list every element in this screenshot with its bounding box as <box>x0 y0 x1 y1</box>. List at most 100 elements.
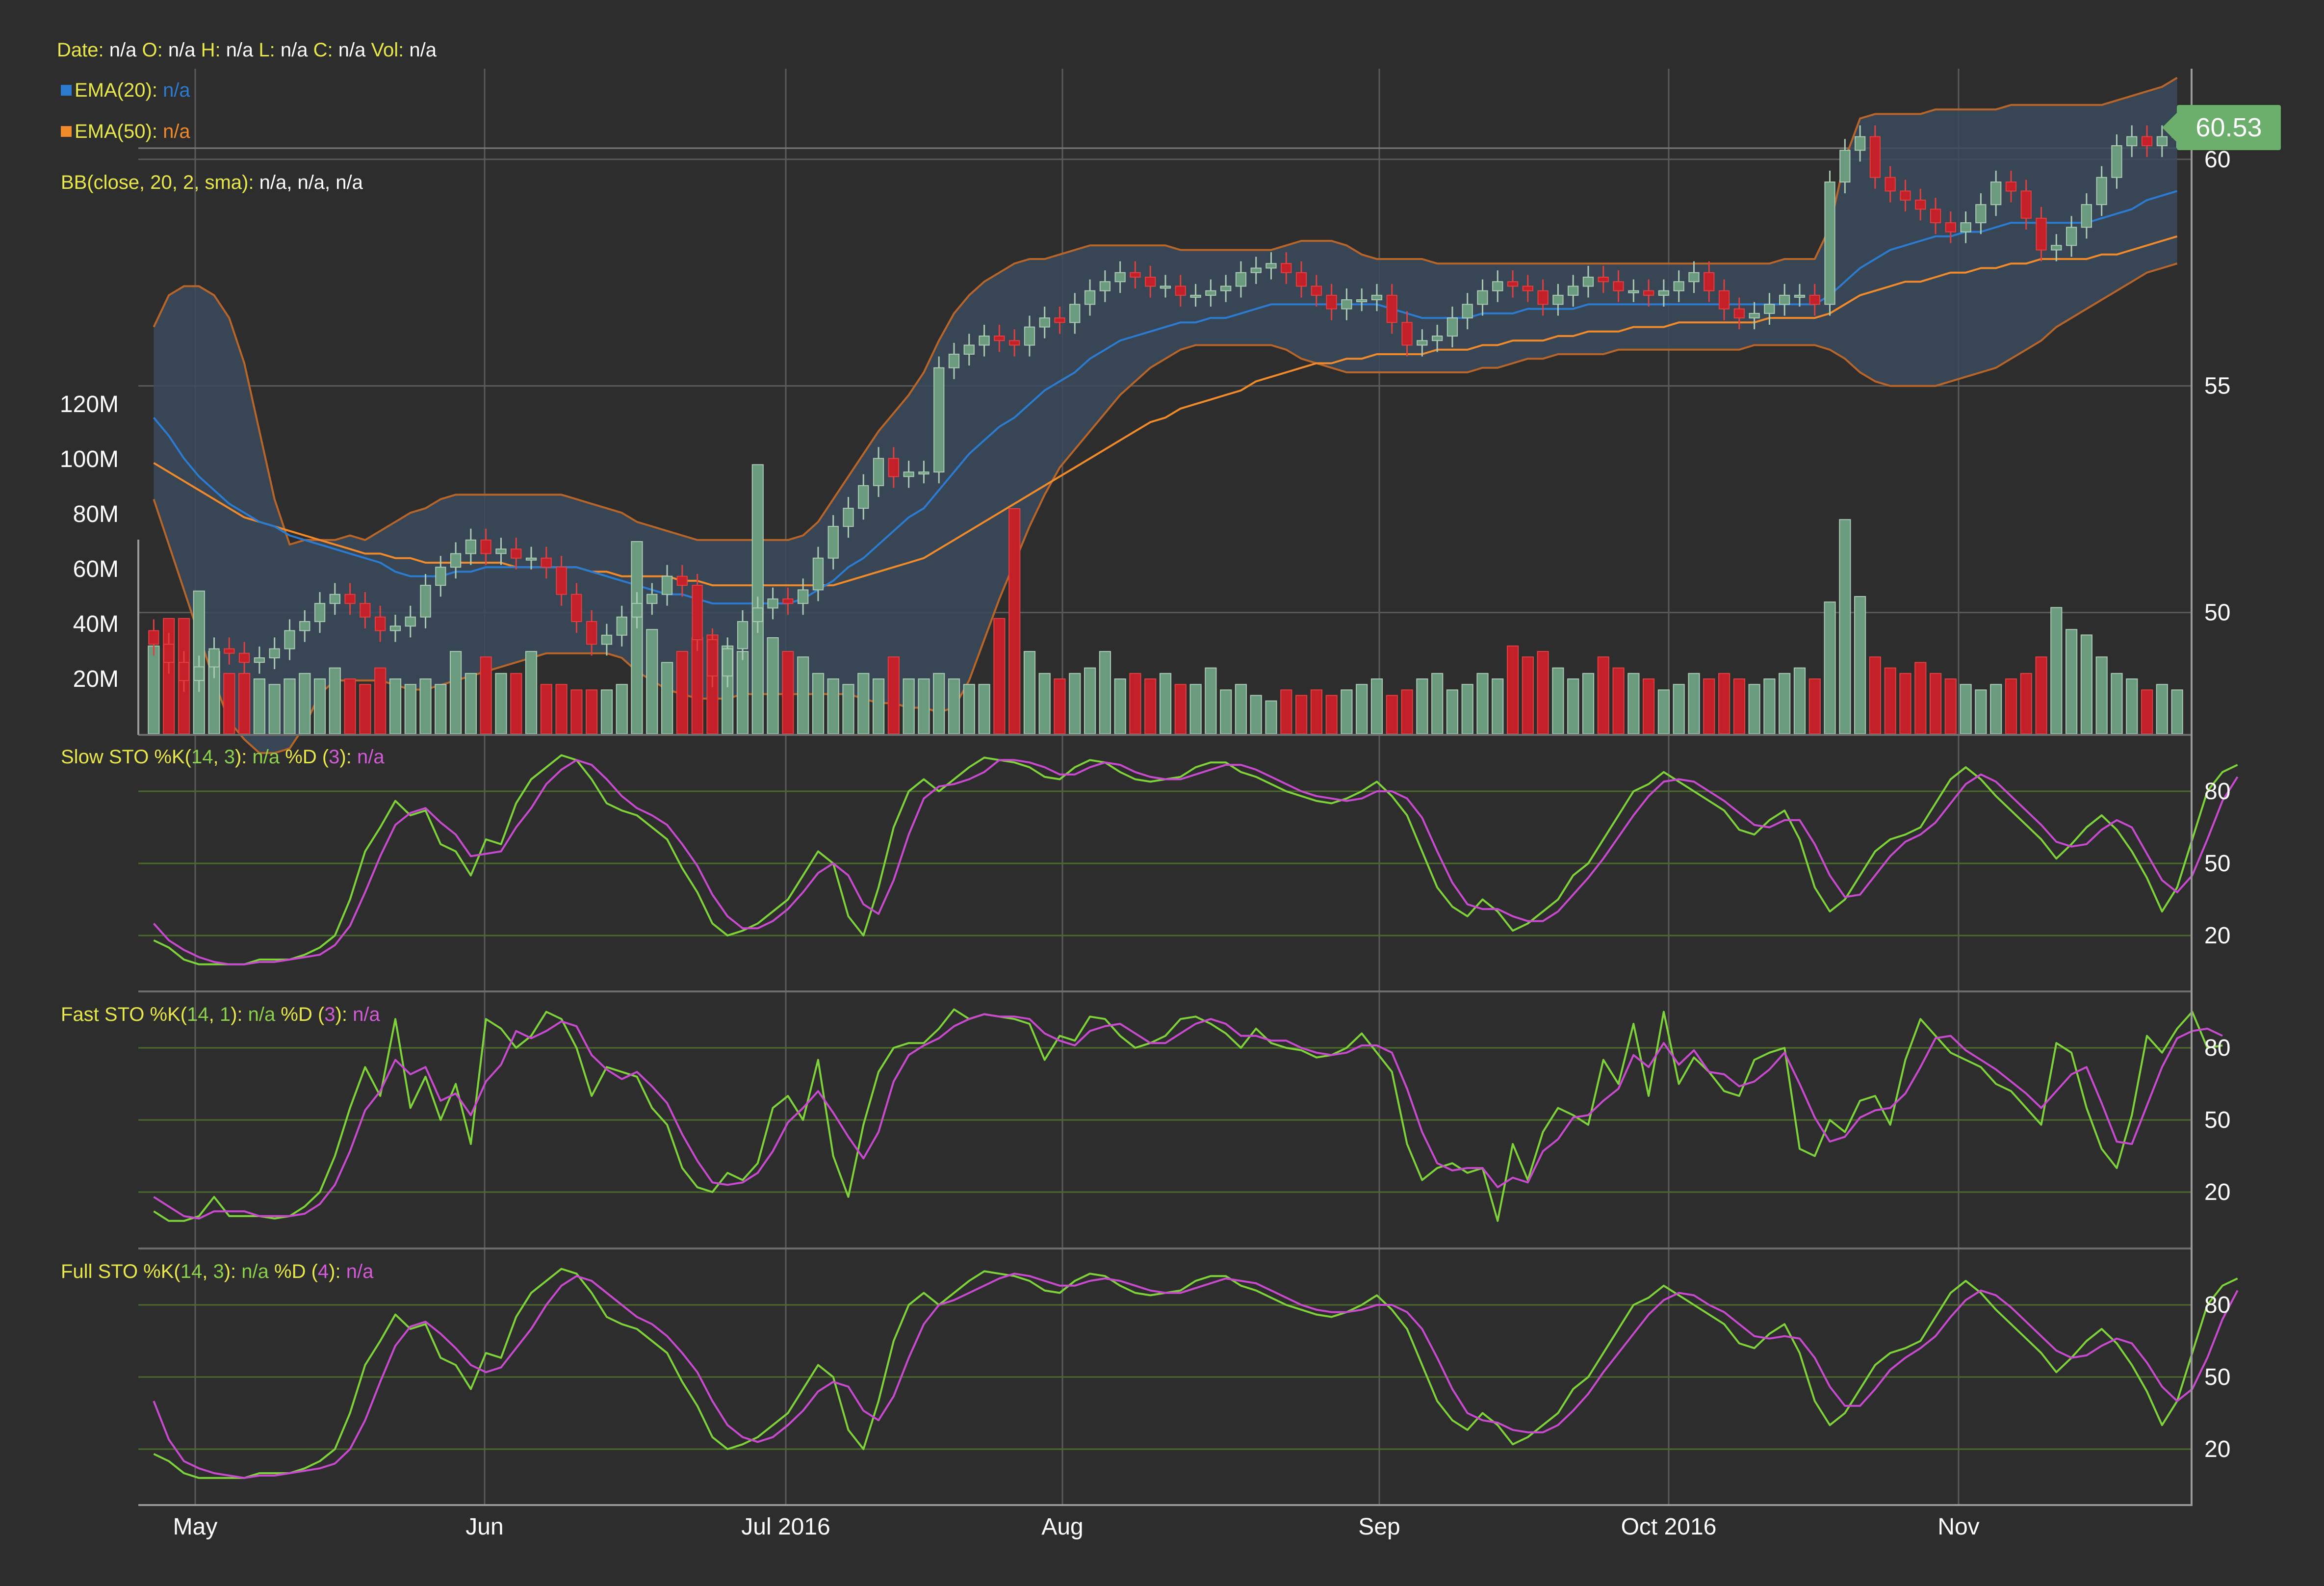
full-sto-k1: 14 <box>180 1261 203 1282</box>
volume-bar <box>1416 678 1428 734</box>
candlesticks <box>148 124 2183 692</box>
volume-bar <box>1869 656 1882 734</box>
candle-body <box>1885 177 1896 192</box>
candle-body <box>676 575 688 586</box>
ema50-swatch <box>61 126 72 137</box>
candle-body <box>1673 281 1684 291</box>
full-sto-close: ): <box>224 1261 236 1282</box>
volume-bar <box>1431 673 1444 735</box>
full-sto-d-value: n/a <box>346 1261 374 1282</box>
candle-body <box>1749 312 1760 319</box>
candle-body <box>1869 136 1881 178</box>
volume-bar <box>1688 673 1700 735</box>
candle-body <box>375 616 386 631</box>
candle-body <box>1432 336 1443 341</box>
slow-sto-tick-label: 80 <box>2204 779 2230 805</box>
volume-bar <box>1008 508 1021 735</box>
candle-body <box>1205 290 1216 296</box>
candle-body <box>420 585 431 618</box>
ema20-swatch <box>61 85 72 96</box>
candle-body <box>1130 272 1141 278</box>
fast-sto-legend: Fast STO %K(14, 1): n/a %D (3): n/a <box>61 1005 380 1024</box>
candle-body <box>329 594 341 604</box>
volume-bar <box>480 656 492 734</box>
volume-bar <box>873 678 885 734</box>
fast-sto-pane <box>138 1008 2223 1222</box>
volume-bar <box>284 678 296 734</box>
volume-bar <box>993 618 1006 735</box>
candle-body <box>722 648 733 676</box>
candle-body <box>284 630 295 650</box>
volume-bar <box>1914 662 1927 735</box>
candle-body <box>1824 182 1835 305</box>
volume-bar <box>1099 651 1111 734</box>
candle-body <box>1492 281 1503 291</box>
candle-body <box>1250 267 1262 273</box>
volume-bar <box>1144 678 1157 734</box>
candle-body <box>1054 317 1065 323</box>
volume-bar <box>1808 678 1821 734</box>
volume-bar <box>1341 689 1353 735</box>
candle-body <box>616 616 627 636</box>
candle-body <box>2141 136 2153 147</box>
candle-body <box>2126 136 2138 147</box>
candle-body <box>888 458 899 477</box>
volume-bar <box>313 678 326 734</box>
candle-body <box>1401 322 1413 346</box>
volume-bar <box>1356 684 1368 734</box>
candle-body <box>1764 304 1775 314</box>
close-label: C: <box>313 39 333 61</box>
low-value: n/a <box>280 39 308 61</box>
price-tick-label: 60 <box>2204 147 2230 173</box>
candle-body <box>979 336 990 346</box>
candle-body <box>465 539 477 554</box>
volume-bar <box>1189 684 1202 734</box>
full-sto-k-value: n/a <box>241 1261 269 1282</box>
volume-bar <box>1129 673 1141 735</box>
candle-body <box>858 485 869 509</box>
candle-body <box>1477 290 1488 305</box>
candle-body <box>360 603 371 618</box>
candle-body <box>1945 222 1956 233</box>
volume-bar <box>404 684 416 734</box>
volume-bar <box>1310 689 1323 735</box>
candle-body <box>601 634 613 645</box>
slow-sto-pane <box>138 754 2239 965</box>
candle-body <box>269 648 280 658</box>
month-tick-label: May <box>173 1514 218 1540</box>
full-sto-k-line <box>153 1268 2238 1479</box>
candle-body <box>903 471 914 477</box>
fast-sto-k-line <box>153 1008 2223 1222</box>
candle-body <box>1658 290 1670 296</box>
full-sto-k2: 3 <box>213 1261 224 1282</box>
candle-body <box>238 652 250 663</box>
volume-bar <box>2020 673 2032 735</box>
volume-bar <box>1990 684 2002 734</box>
candle-body <box>1507 281 1519 287</box>
candle-body <box>1568 286 1579 296</box>
month-tick-label: Aug <box>1041 1514 1083 1540</box>
volume-bar <box>661 662 673 735</box>
candle-body <box>948 354 960 368</box>
volume-bar <box>389 678 402 734</box>
candle-body <box>1311 286 1322 296</box>
volume-bar <box>827 678 839 734</box>
volume-bar <box>1839 519 1851 734</box>
ohlc-info-legend: Date: n/a O: n/a H: n/a L: n/a C: n/a Vo… <box>57 40 437 60</box>
volume-bar <box>963 684 975 734</box>
full-sto-d-prefix: %D ( <box>274 1261 318 1282</box>
fast-sto-close: ): <box>231 1004 243 1025</box>
volume-bar <box>797 656 809 734</box>
candle-body <box>1794 294 1806 298</box>
candle-body <box>1175 286 1186 296</box>
volume-bar <box>1476 673 1489 735</box>
volume-bar <box>1250 695 1262 734</box>
slow-sto-d-value: n/a <box>357 746 385 768</box>
candle-body <box>1990 182 2002 206</box>
candle-body <box>450 553 462 568</box>
volume-bar <box>1205 667 1217 734</box>
candle-body <box>1809 294 1820 305</box>
candle-body <box>767 598 778 609</box>
candle-body <box>707 639 718 676</box>
